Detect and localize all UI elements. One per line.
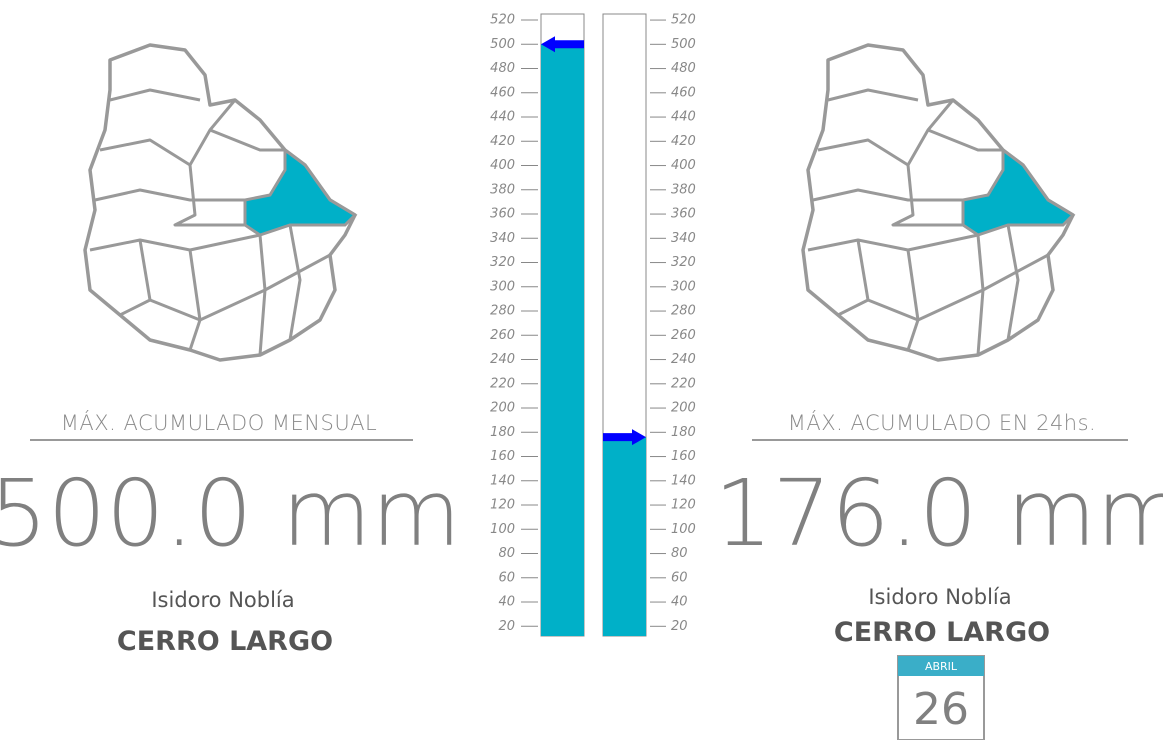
tick-label: 340 <box>490 231 515 246</box>
tick-label: 220 <box>671 376 696 391</box>
tick-label: 300 <box>490 279 515 294</box>
tick-label: 20 <box>671 619 688 634</box>
tick-label: 160 <box>490 449 515 464</box>
value-label: 500.0 mm <box>0 460 461 567</box>
map <box>83 43 357 362</box>
gauge-fill <box>603 437 646 636</box>
tick-label: 260 <box>490 328 515 343</box>
tick-label: 400 <box>671 158 696 173</box>
value-label: 176.0 mm <box>714 460 1163 567</box>
tick-label: 180 <box>671 425 696 440</box>
gauge-fill <box>541 44 584 636</box>
tick-label: 260 <box>671 328 696 343</box>
tick-label: 300 <box>671 279 696 294</box>
calendar-month: ABRIL <box>925 660 958 673</box>
tick-label: 140 <box>671 473 696 488</box>
tick-label: 420 <box>490 134 515 149</box>
panel-title: MÁX. ACUMULADO MENSUAL <box>61 410 378 435</box>
tick-label: 460 <box>671 85 696 100</box>
tick-label: 40 <box>671 595 688 610</box>
tick-label: 280 <box>490 304 515 319</box>
map <box>801 43 1075 362</box>
tick-label: 240 <box>490 352 515 367</box>
gauges: 20 20 40 40 60 60 80 80 100 100 120 120 140 140 160 160… <box>490 13 696 637</box>
tick-label: 20 <box>498 619 515 634</box>
tick-label: 400 <box>490 158 515 173</box>
tick-label: 500 <box>490 37 515 52</box>
tick-label: 280 <box>671 304 696 319</box>
tick-label: 140 <box>490 473 515 488</box>
tick-label: 480 <box>490 61 515 76</box>
station: Isidoro Noblía <box>868 585 1011 609</box>
tick-label: 120 <box>671 498 696 513</box>
tick-label: 500 <box>671 37 696 52</box>
tick-label: 360 <box>490 207 515 222</box>
panel-title: MÁX. ACUMULADO EN 24hs. <box>788 410 1096 435</box>
tick-label: 180 <box>490 425 515 440</box>
tick-label: 60 <box>671 570 688 585</box>
tick-label: 440 <box>490 110 515 125</box>
tick-label: 420 <box>671 134 696 149</box>
department: CERRO LARGO <box>117 626 333 657</box>
tick-label: 360 <box>671 207 696 222</box>
tick-label: 220 <box>490 376 515 391</box>
tick-label: 80 <box>671 546 688 561</box>
gauge-marker <box>603 429 646 446</box>
tick-label: 120 <box>490 498 515 513</box>
tick-label: 100 <box>490 522 515 537</box>
tick-label: 200 <box>671 401 696 416</box>
tick-label: 520 <box>671 13 696 28</box>
tick-label: 520 <box>490 13 515 28</box>
station: Isidoro Noblía <box>151 588 294 612</box>
tick-label: 80 <box>498 546 515 561</box>
tick-label: 340 <box>671 231 696 246</box>
tick-label: 40 <box>498 595 515 610</box>
department: CERRO LARGO <box>834 617 1050 648</box>
tick-label: 100 <box>671 522 696 537</box>
tick-label: 440 <box>671 110 696 125</box>
tick-label: 320 <box>671 255 696 270</box>
tick-label: 240 <box>671 352 696 367</box>
tick-label: 320 <box>490 255 515 270</box>
gauge-marker <box>541 36 584 53</box>
tick-label: 380 <box>671 182 696 197</box>
calendar: ABRIL 26 <box>897 655 985 740</box>
tick-label: 460 <box>490 85 515 100</box>
tick-label: 200 <box>490 401 515 416</box>
tick-label: 480 <box>671 61 696 76</box>
tick-label: 380 <box>490 182 515 197</box>
tick-label: 160 <box>671 449 696 464</box>
tick-label: 60 <box>498 570 515 585</box>
calendar-header <box>898 656 984 676</box>
calendar-day: 26 <box>913 684 969 735</box>
